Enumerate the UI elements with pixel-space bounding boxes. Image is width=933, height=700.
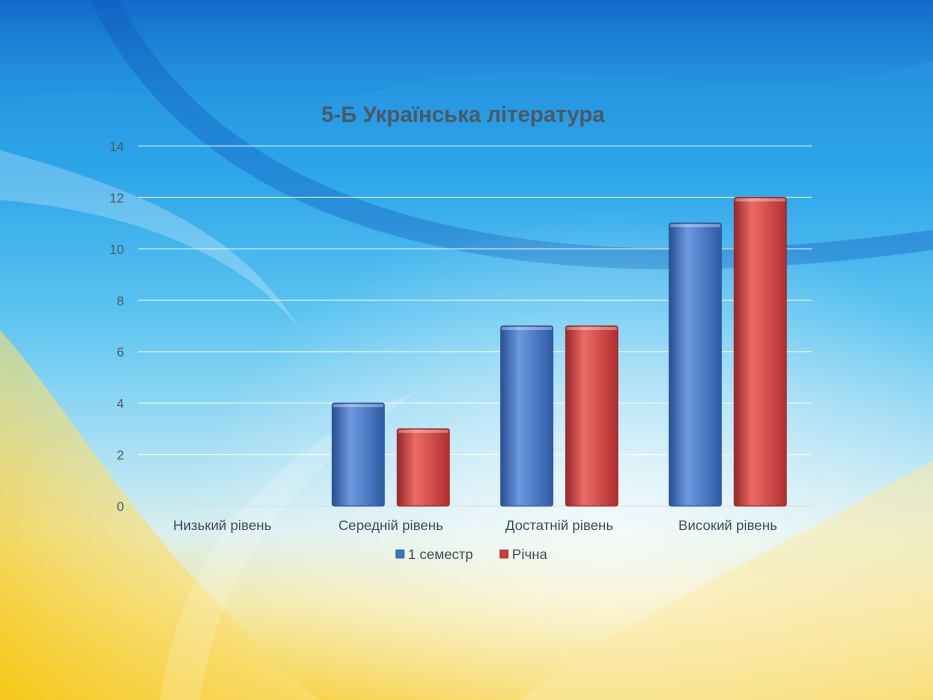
y-tick-label: 4: [117, 396, 124, 411]
chart-title: 5-Б Українська література: [321, 102, 605, 127]
y-tick-label: 12: [110, 190, 124, 205]
x-category-label: Низький рівень: [173, 517, 271, 533]
legend-label: 1 семестр: [408, 546, 473, 562]
bar-series1: [331, 402, 385, 507]
bar-highlight: [670, 224, 721, 228]
bar-highlight: [566, 327, 617, 330]
legend-swatch: [499, 549, 509, 559]
legend-label: Річна: [512, 546, 547, 562]
y-tick-label: 14: [110, 139, 124, 154]
x-axis-categories: Низький рівень Середній рівень Достатній р…: [173, 517, 777, 533]
bar-highlight: [398, 429, 449, 433]
x-category-label: Середній рівень: [338, 517, 443, 533]
legend-item: Річна: [499, 546, 547, 562]
bar: [331, 402, 385, 507]
y-tick-label: 0: [117, 499, 124, 514]
bar: [396, 428, 450, 507]
bar-series1: [668, 222, 722, 507]
y-tick-label: 6: [117, 345, 124, 360]
y-tick-label: 2: [117, 448, 124, 463]
bar-highlight: [735, 198, 786, 202]
x-category-label: Високий рівень: [678, 517, 777, 533]
bar-series2: [396, 428, 450, 507]
bar: [668, 222, 722, 507]
bar-series2: [565, 325, 619, 507]
legend: 1 семестр Річна: [395, 546, 547, 562]
legend-swatch: [395, 549, 405, 559]
bar-series2: [733, 196, 787, 507]
legend-item: 1 семестр: [395, 546, 473, 562]
bar: [565, 325, 619, 507]
y-axis-ticks: 0 2 4 6 8 10 12 14: [110, 139, 124, 514]
bars: [331, 196, 787, 507]
bar: [500, 325, 554, 507]
bar: [733, 196, 787, 507]
y-tick-label: 10: [110, 242, 124, 257]
bar-highlight: [501, 327, 552, 330]
x-category-label: Достатній рівень: [505, 517, 613, 533]
bar-series1: [500, 325, 554, 507]
y-tick-label: 8: [117, 293, 124, 308]
bar-highlight: [333, 404, 384, 408]
